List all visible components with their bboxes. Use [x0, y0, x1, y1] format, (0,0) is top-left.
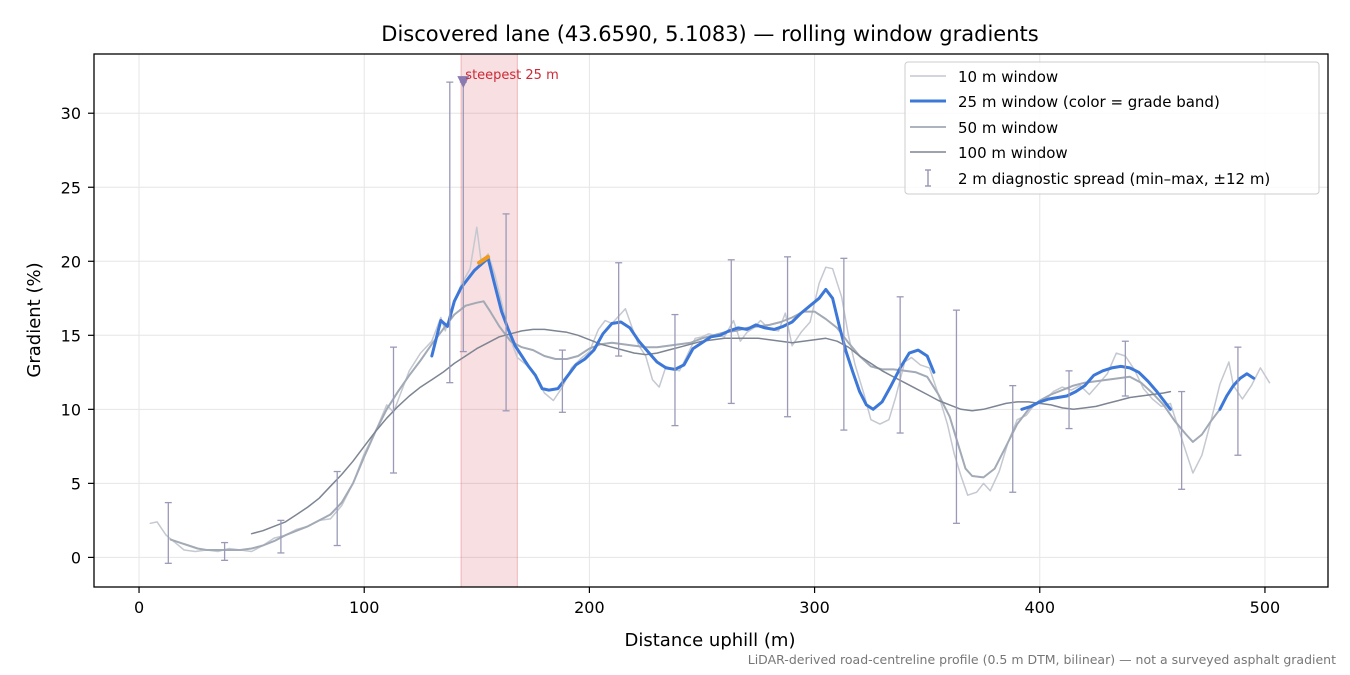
steepest-marker: steepest 25 m: [457, 68, 559, 89]
steepest-marker-triangle: [457, 76, 470, 89]
steepest-label: steepest 25 m: [465, 68, 558, 83]
x-axis-ticks: 0 100 200 300 400 500: [134, 587, 1280, 617]
error-bar: [952, 309, 960, 524]
y-tick-label: 0: [71, 548, 81, 567]
series-line: [1218, 372, 1256, 411]
y-tick-label: 5: [71, 474, 81, 493]
series-line: [149, 226, 1271, 553]
error-bar: [896, 296, 904, 434]
footnote: LiDAR-derived road-centreline profile (0…: [748, 652, 1336, 667]
steepest-band: [460, 53, 518, 588]
legend: 10 m window 25 m window (color = grade b…: [904, 61, 1320, 195]
error-bar: [727, 259, 735, 405]
x-tick-label: 0: [134, 598, 144, 617]
error-bar: [615, 262, 623, 357]
y-tick-label: 10: [61, 400, 81, 419]
error-bar: [1121, 340, 1129, 397]
error-bar: [1065, 370, 1073, 430]
x-tick-label: 500: [1250, 598, 1281, 617]
y-tick-label: 30: [61, 104, 81, 123]
series-line: [250, 328, 1172, 535]
chart-title: Discovered lane (43.6590, 5.1083) — roll…: [381, 22, 1038, 46]
y-tick-label: 25: [61, 178, 81, 197]
legend-label-50m: 50 m window: [958, 119, 1058, 137]
error-bar: [221, 541, 229, 561]
error-bar: [671, 313, 679, 427]
error-bars: [164, 81, 1242, 564]
series-line: [169, 300, 1221, 551]
x-tick-label: 300: [799, 598, 830, 617]
legend-label-errorbar: 2 m diagnostic spread (min–max, ±12 m): [958, 170, 1270, 188]
x-axis-label: Distance uphill (m): [625, 630, 796, 651]
error-bar: [277, 519, 285, 554]
y-tick-label: 15: [61, 326, 81, 345]
error-bar: [784, 256, 792, 418]
legend-label-25m: 25 m window (color = grade band): [958, 93, 1220, 111]
plot-frame: [93, 53, 1329, 588]
x-tick-label: 100: [349, 598, 380, 617]
error-bar: [1234, 346, 1242, 456]
legend-box: [904, 61, 1320, 195]
legend-swatch-errorbar: [925, 169, 931, 187]
error-bar: [164, 501, 172, 564]
error-bar: [389, 346, 397, 474]
series-line: [1020, 364, 1172, 411]
error-bar: [558, 349, 566, 413]
error-bar: [1009, 384, 1017, 493]
y-axis-ticks: 0 5 10 15 20 25 30: [61, 104, 94, 567]
error-bar: [446, 81, 454, 384]
error-bar: [502, 213, 510, 412]
error-bar: [1178, 390, 1186, 490]
y-tick-label: 20: [61, 252, 81, 271]
x-tick-label: 400: [1024, 598, 1055, 617]
y-axis-label: Gradient (%): [24, 262, 45, 377]
legend-label-10m: 10 m window: [958, 68, 1058, 86]
steepest-highlight-band: [460, 53, 518, 588]
error-bar: [840, 257, 848, 431]
legend-label-100m: 100 m window: [958, 144, 1068, 162]
plot-area: [149, 226, 1271, 553]
steepest-peak-accent: [477, 254, 491, 265]
x-tick-label: 200: [574, 598, 605, 617]
error-bar: [333, 470, 341, 547]
